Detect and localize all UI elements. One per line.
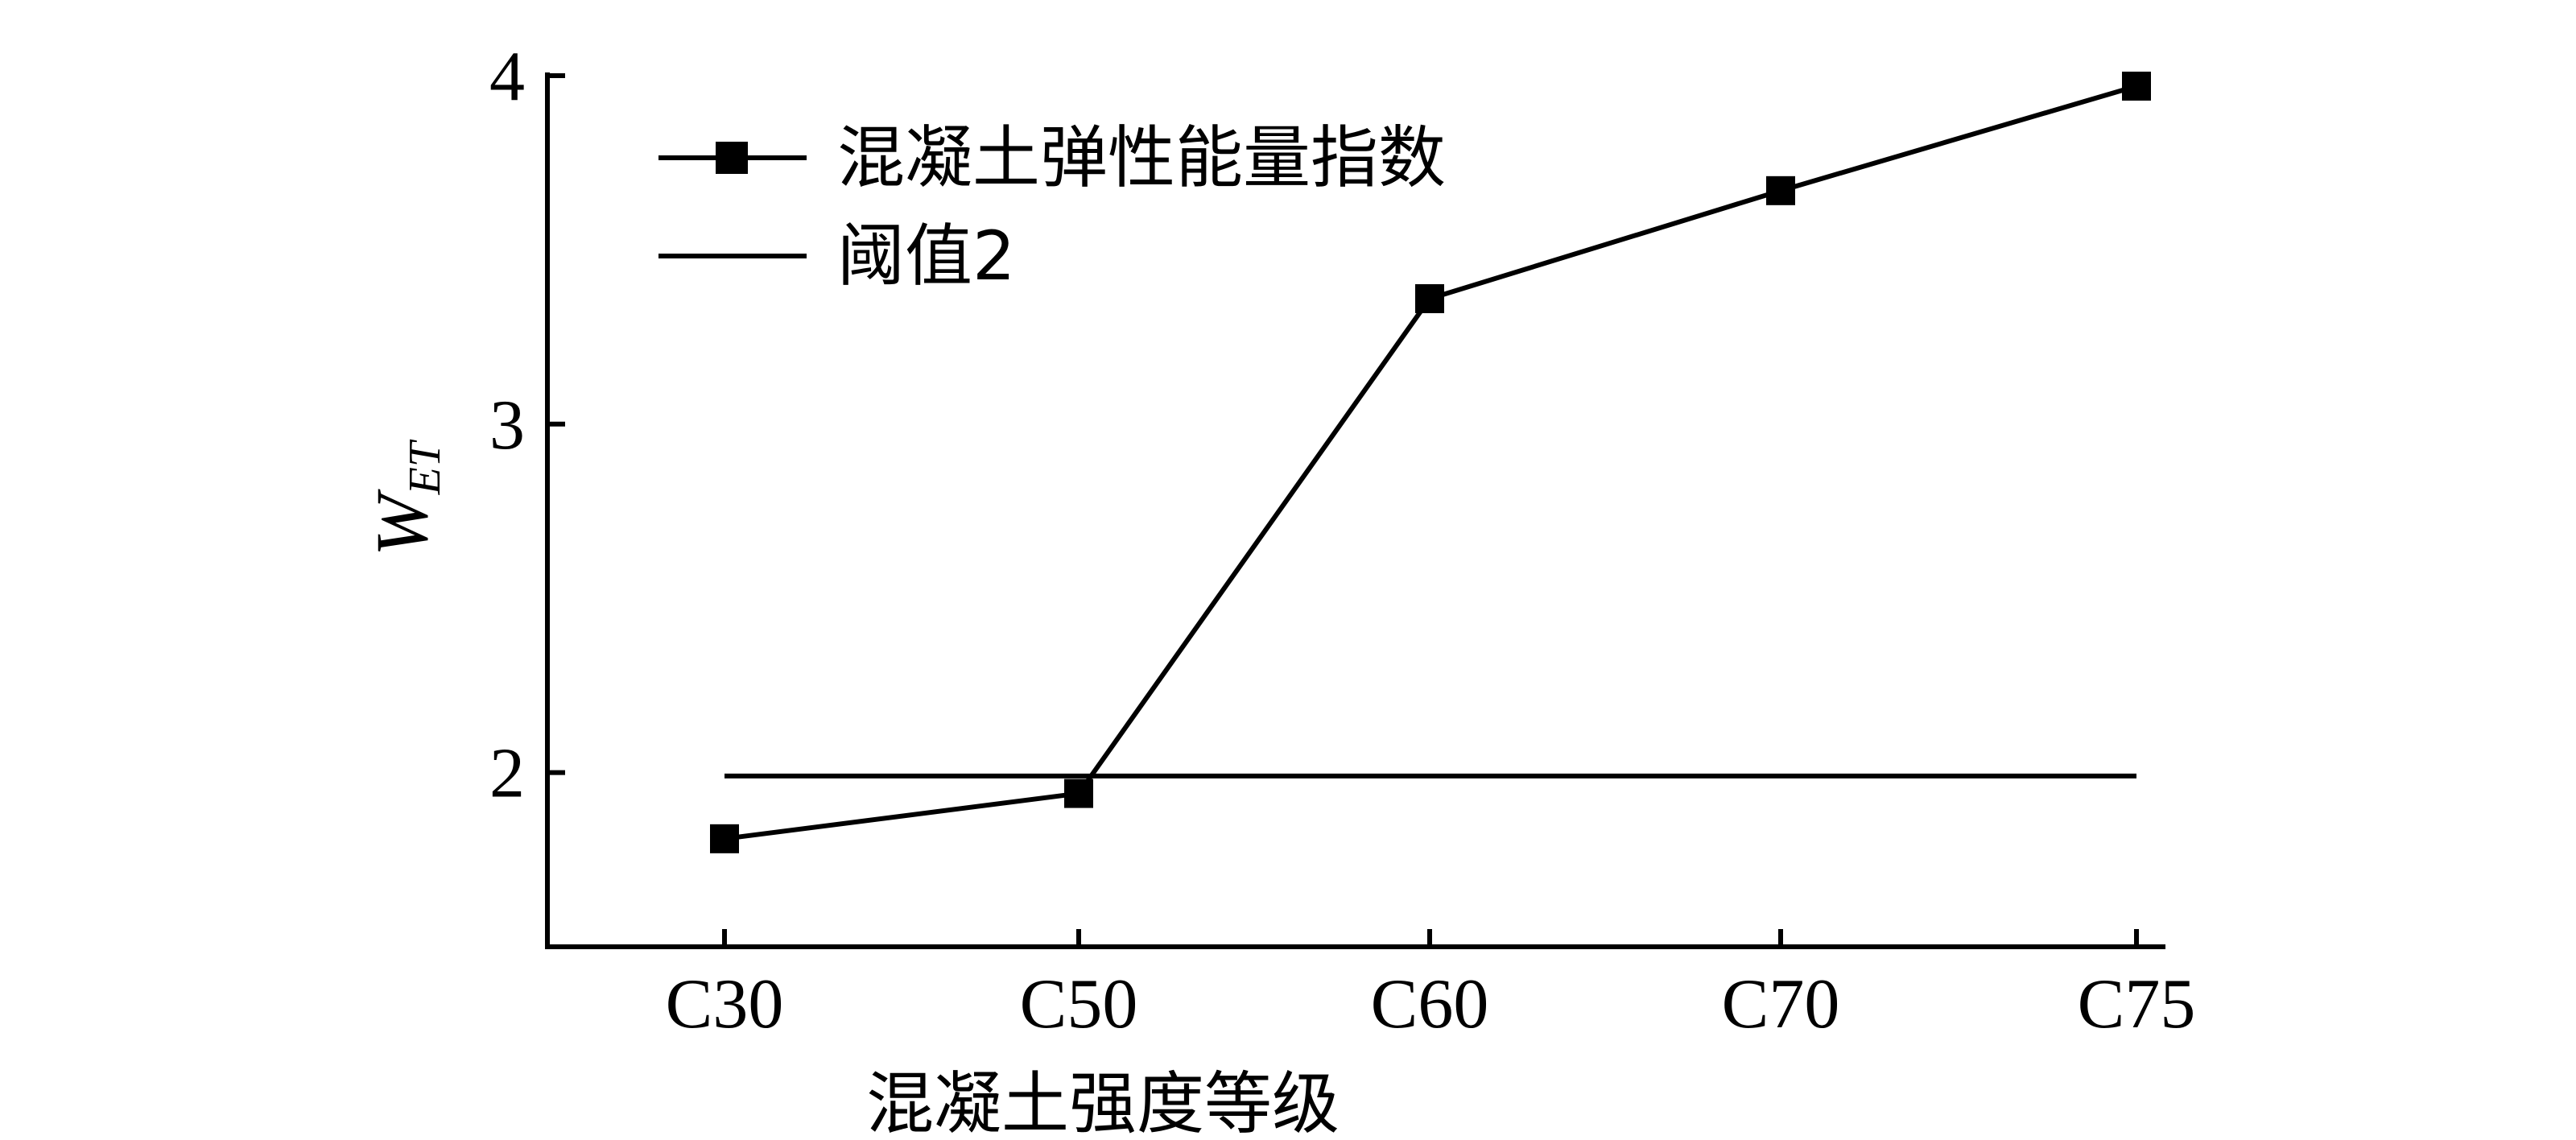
- y-tick-label-1: 3: [489, 386, 525, 465]
- series-line-1: [724, 84, 2137, 841]
- y-axis-title-main: W: [361, 489, 443, 556]
- plot-area: 2 3 4 C30 C50 C60 C70 C75: [489, 38, 2195, 1043]
- x-axis-title: 混凝土强度等级: [866, 1064, 1340, 1140]
- x-ticks: C30 C50 C60 C70 C75: [666, 929, 2196, 1043]
- data-point-1-C50: [1064, 779, 1093, 808]
- y-tick-label-0: 2: [489, 735, 525, 813]
- data-point-1-C30: [710, 824, 739, 853]
- x-tick-label-3: C70: [1722, 965, 1840, 1043]
- legend-label-series-2: 阈值2: [837, 217, 1015, 295]
- series-layer: [710, 71, 2151, 853]
- x-tick-label-4: C75: [2078, 965, 2196, 1043]
- x-tick-label-0: C30: [666, 965, 784, 1043]
- x-tick-label-2: C60: [1371, 965, 1489, 1043]
- legend-entry-series-2: 阈值2: [658, 217, 1015, 295]
- legend: 混凝土弹性能量指数 阈值2: [658, 118, 1446, 295]
- y-axis-title: WET: [361, 439, 450, 556]
- svg-text:WET: WET: [361, 439, 450, 556]
- data-point-1-C70: [1766, 176, 1795, 205]
- legend-entry-series-1: 混凝土弹性能量指数: [658, 118, 1446, 197]
- legend-marker-series-1: [716, 142, 748, 174]
- data-point-1-C60: [1415, 283, 1444, 313]
- y-tick-label-2: 4: [489, 38, 525, 116]
- y-axis-title-sub: ET: [400, 439, 450, 495]
- x-tick-label-1: C50: [1020, 965, 1138, 1043]
- data-point-1-C75: [2122, 71, 2151, 101]
- legend-label-series-1: 混凝土弹性能量指数: [837, 118, 1446, 197]
- y-ticks: 2 3 4: [489, 38, 565, 813]
